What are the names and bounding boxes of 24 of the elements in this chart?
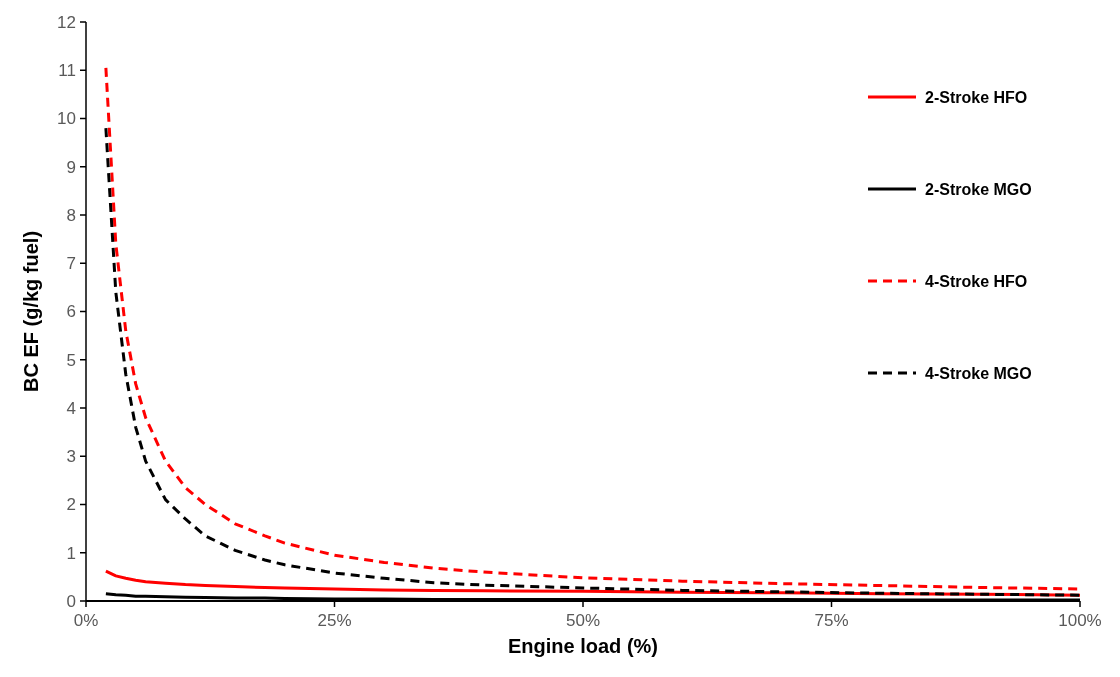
y-axis-title: BC EF (g/kg fuel) <box>20 230 42 393</box>
y-tick-label: 1 <box>66 543 76 563</box>
y-tick-label: 6 <box>66 302 76 322</box>
x-tick-label: 50% <box>565 611 601 630</box>
y-tick-label: 4 <box>66 398 76 418</box>
y-tick-label: 9 <box>66 157 76 177</box>
y-tick-label: 2 <box>66 495 76 515</box>
y-tick-label: 10 <box>57 109 76 129</box>
y-tick-label: 7 <box>66 254 76 274</box>
x-tick-label: 25% <box>317 611 352 630</box>
legend-label: 2-Stroke HFO <box>925 88 1028 106</box>
y-tick-label: 8 <box>66 205 76 225</box>
y-tick-label: 3 <box>66 447 76 467</box>
x-tick-label: 75% <box>814 611 849 630</box>
legend-label: 4-Stroke HFO <box>925 272 1028 290</box>
y-tick-label: 12 <box>57 12 76 32</box>
legend-label: 4-Stroke MGO <box>925 364 1032 382</box>
x-tick-label: 0% <box>73 611 99 630</box>
x-tick-label: 100% <box>1058 611 1102 630</box>
legend-label: 2-Stroke MGO <box>925 180 1032 198</box>
y-tick-label: 5 <box>66 350 76 370</box>
y-tick-label: 0 <box>66 591 76 611</box>
x-axis-title: Engine load (%) <box>508 635 658 657</box>
y-tick-label: 11 <box>58 61 76 81</box>
